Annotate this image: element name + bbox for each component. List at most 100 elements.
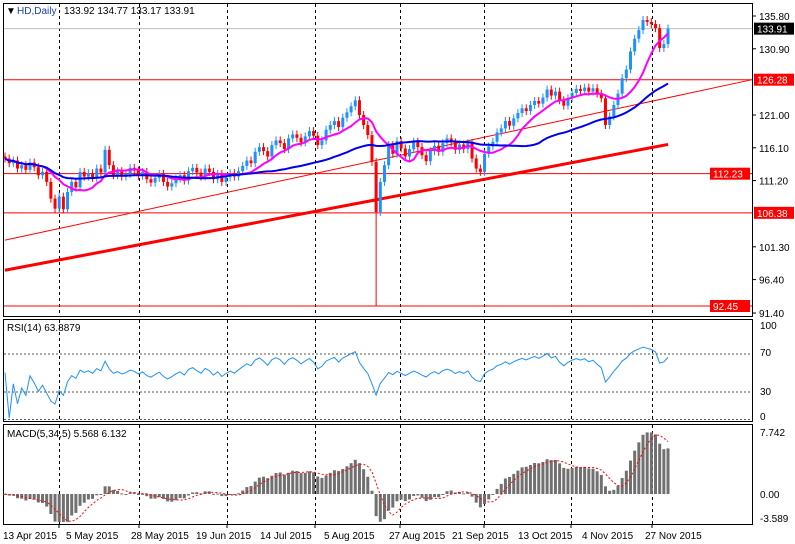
macd-histogram-bar: [603, 486, 607, 494]
collapse-arrow-icon[interactable]: ▼: [6, 6, 16, 17]
bull-candle: [428, 151, 432, 162]
bear-candle: [312, 131, 316, 136]
level-price-tag: 106.38: [757, 209, 788, 220]
macd-axis-max: 7.742: [760, 428, 785, 439]
bear-candle: [474, 158, 478, 169]
bull-candle: [328, 125, 332, 130]
macd-histogram-bar: [433, 494, 437, 498]
macd-histogram-bar: [45, 494, 49, 507]
date-label: 5 Aug 2015: [324, 531, 375, 542]
bear-candle: [578, 88, 582, 91]
macd-histogram-bar: [503, 478, 507, 494]
bull-candle: [141, 171, 145, 176]
bull-candle: [274, 140, 278, 146]
macd-histogram-bar: [145, 494, 149, 497]
macd-histogram-bar: [441, 494, 445, 495]
bull-candle: [503, 121, 507, 129]
macd-histogram-bar: [508, 476, 512, 494]
bear-candle: [24, 165, 28, 170]
bull-candle: [303, 136, 307, 143]
bear-candle: [166, 181, 170, 187]
macd-histogram-bar: [537, 463, 541, 494]
macd-histogram-bar: [132, 492, 136, 494]
price-tick-label: 91.40: [759, 309, 784, 320]
macd-histogram-bar: [299, 473, 303, 494]
macd-histogram-bar: [349, 463, 353, 494]
bull-candle: [378, 181, 382, 213]
bear-candle: [366, 125, 370, 136]
macd-histogram-bar: [53, 494, 57, 522]
macd-histogram-bar: [424, 494, 428, 502]
bear-candle: [45, 171, 49, 182]
macd-histogram-bar: [362, 469, 366, 494]
bear-candle: [149, 179, 153, 183]
macd-histogram-bar: [337, 471, 341, 494]
macd-histogram-bar: [287, 472, 291, 494]
rsi-pane[interactable]: [3, 319, 753, 422]
macd-histogram-bar: [583, 466, 587, 494]
macd-histogram-bar: [186, 494, 190, 496]
bear-candle: [470, 143, 474, 159]
macd-histogram-bar: [282, 474, 286, 494]
macd-histogram-bar: [166, 494, 170, 502]
bull-candle: [553, 91, 557, 96]
macd-histogram-bar: [366, 476, 370, 494]
macd-histogram-bar: [74, 494, 78, 513]
bull-candle: [153, 177, 157, 183]
ohlc-label: 133.92 134.77 133.17 133.91: [64, 6, 195, 17]
bear-candle: [282, 143, 286, 150]
macd-histogram-bar: [332, 470, 336, 494]
bull-candle: [307, 131, 311, 137]
bear-candle: [537, 100, 541, 104]
macd-histogram-bar: [357, 463, 361, 494]
bear-candle: [99, 168, 103, 173]
bull-candle: [241, 165, 245, 172]
macd-histogram-bar: [91, 494, 95, 499]
trendline: [4, 79, 753, 241]
macd-histogram-bar: [103, 486, 107, 494]
macd-histogram-bar: [178, 494, 182, 499]
macd-histogram-bar: [270, 475, 274, 494]
price-tick-label: 111.20: [759, 177, 789, 188]
bear-candle: [424, 155, 428, 162]
bear-candle: [362, 115, 366, 126]
bull-candle: [487, 146, 491, 154]
bull-candle: [270, 145, 274, 157]
bull-candle: [103, 149, 107, 173]
bear-candle: [199, 172, 203, 177]
macd-histogram-bar: [466, 492, 470, 494]
price-tick-label: 116.10: [759, 144, 789, 155]
macd-histogram-bar: [407, 494, 411, 500]
date-label: 4 Nov 2015: [582, 531, 634, 542]
bear-candle: [299, 137, 303, 143]
macd-histogram-bar: [232, 494, 236, 495]
macd-histogram-bar: [549, 460, 553, 494]
macd-histogram-bar: [395, 494, 399, 502]
bear-candle: [658, 28, 662, 49]
bull-candle: [245, 160, 249, 166]
macd-histogram-bar: [28, 494, 32, 500]
macd-histogram-bar: [195, 492, 199, 494]
symbol-label: HD,Daily: [17, 6, 56, 17]
bull-candle: [570, 92, 574, 99]
macd-histogram-bar: [499, 483, 503, 494]
bull-candle: [257, 147, 261, 152]
bull-candle: [624, 69, 628, 79]
macd-histogram-bar: [553, 459, 557, 494]
bull-candle: [516, 113, 520, 119]
macd-histogram-bar: [216, 493, 220, 495]
macd-histogram-bar: [32, 494, 36, 500]
date-label: 5 May 2015: [66, 531, 119, 542]
macd-histogram-bar: [278, 472, 282, 494]
macd-histogram-bar: [520, 467, 524, 494]
macd-histogram-bar: [637, 442, 641, 494]
bull-candle: [28, 162, 32, 170]
macd-histogram-bar: [458, 492, 462, 494]
macd-histogram-bar: [587, 468, 591, 494]
bull-candle: [441, 143, 445, 152]
macd-histogram-bar: [645, 432, 649, 494]
macd-signal-line: [4, 434, 669, 522]
macd-histogram-bar: [241, 490, 245, 494]
macd-histogram-bar: [86, 494, 90, 500]
